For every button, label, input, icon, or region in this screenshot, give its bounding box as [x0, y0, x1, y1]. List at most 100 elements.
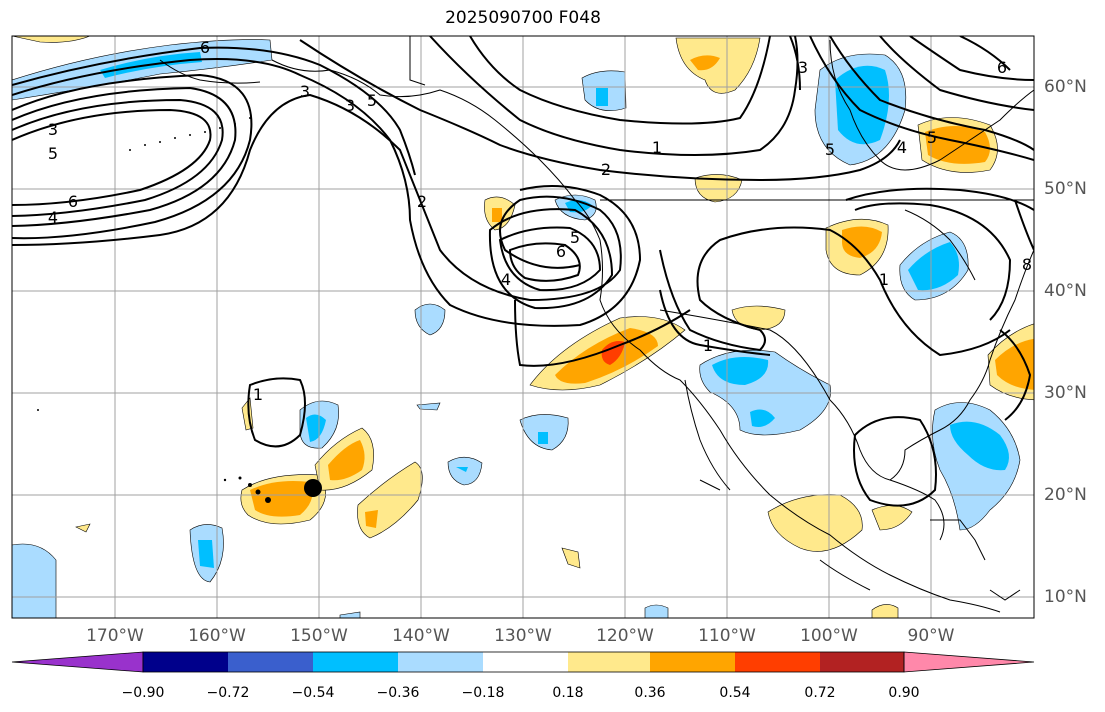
anomaly-orange	[365, 510, 378, 528]
lon-label-110w: 110°W	[698, 626, 756, 646]
anomaly-orange	[842, 226, 882, 258]
anomaly-yellow	[767, 494, 863, 552]
point-marker	[304, 479, 322, 497]
graticule	[12, 36, 1034, 618]
contour-label: 8	[1022, 255, 1032, 274]
colorbar-tick-label: 0.72	[804, 685, 836, 701]
colorbar-bin	[143, 652, 228, 672]
lat-label-50n: 50°N	[1044, 179, 1087, 199]
contour-lines	[12, 36, 1034, 507]
anomaly-yellow	[75, 523, 91, 533]
contour-label: 3	[798, 58, 808, 77]
islands	[37, 117, 271, 503]
colorbar-tick-label: −0.54	[291, 685, 335, 701]
colorbar-bin	[820, 652, 904, 672]
lat-label-60n: 60°N	[1044, 77, 1087, 97]
contour-label: 4	[897, 138, 907, 157]
contour-label: 4	[501, 270, 511, 289]
lon-label-100w: 100°W	[800, 626, 858, 646]
anomaly-yellow	[675, 37, 761, 94]
anomaly-blue	[712, 356, 769, 385]
colorbar-tick-label: 0.18	[552, 685, 584, 701]
contour-label: 1	[652, 138, 662, 157]
colorbar-tick-label: −0.90	[121, 685, 165, 701]
lon-label-140w: 140°W	[392, 626, 450, 646]
anomaly-orange	[925, 126, 990, 164]
lat-label-30n: 30°N	[1044, 383, 1087, 403]
lon-label-120w: 120°W	[596, 626, 654, 646]
contour-label: 5	[367, 91, 377, 110]
colorbar-tick-label: 0.90	[888, 685, 920, 701]
lon-label-160w: 160°W	[188, 626, 246, 646]
contour-label: 1	[703, 336, 713, 355]
shaded-anomalies	[12, 36, 1034, 618]
anomaly-orange	[250, 481, 313, 517]
contour-label: 5	[927, 128, 937, 147]
contour-label: 4	[48, 208, 58, 227]
colorbar-tick-label: −0.72	[206, 685, 250, 701]
contour-label: 1	[879, 270, 889, 289]
anomaly-yellow	[561, 547, 581, 569]
colorbar-tick-label: −0.36	[376, 685, 420, 701]
anomaly-blue	[306, 414, 326, 442]
contour-label: 3	[48, 120, 58, 139]
contour-label: 1	[253, 385, 263, 404]
contour-label: 5	[48, 144, 58, 163]
plot-frame	[11, 35, 1035, 619]
anomaly-yellow	[339, 611, 361, 618]
lon-label-130w: 130°W	[494, 626, 552, 646]
anomaly-yellow	[871, 604, 899, 618]
anomaly-light-blue	[416, 402, 441, 411]
contour-label: 6	[200, 38, 210, 57]
anomaly-blue	[750, 409, 775, 427]
anomaly-blue	[198, 540, 214, 568]
colorbar-bin	[735, 652, 820, 672]
contour-label: 3	[345, 96, 355, 115]
contour-label: 6	[997, 58, 1007, 77]
anomaly-blue	[538, 432, 548, 444]
anomaly-orange	[690, 55, 720, 71]
anomaly-blue	[596, 88, 608, 106]
lat-label-20n: 20°N	[1044, 485, 1087, 505]
anomaly-yellow	[694, 174, 743, 203]
colorbar-extend-low	[11, 651, 144, 673]
contour-label: 5	[570, 228, 580, 247]
anomaly-light-blue	[644, 604, 669, 618]
anomaly-orange	[492, 208, 502, 222]
anomaly-red	[601, 341, 625, 365]
lon-label-150w: 150°W	[290, 626, 348, 646]
lon-label-90w: 90°W	[907, 626, 955, 646]
anomaly-blue	[835, 65, 889, 145]
colorbar-bin	[313, 652, 398, 672]
map-title: 2025090700 F048	[445, 8, 601, 28]
anomaly-blue	[950, 421, 1009, 471]
lat-label-10n: 10°N	[1044, 587, 1087, 607]
colorbar-bin	[228, 652, 313, 672]
contour-label: 5	[825, 140, 835, 159]
colorbar-tick-label: −0.18	[461, 685, 505, 701]
contour-labels: 6 3 3 5 3 5 6 4 1 2 2 5 6 4 1 1 1 4 5 6 …	[48, 38, 1032, 404]
colorbar-bin	[398, 652, 483, 672]
anomaly-light-blue	[414, 303, 446, 336]
colorbar	[11, 651, 1035, 673]
lon-label-170w: 170°W	[86, 626, 144, 646]
lat-label-40n: 40°N	[1044, 281, 1087, 301]
colorbar-bin	[483, 652, 568, 672]
contour-label: 6	[556, 242, 566, 261]
anomaly-orange	[328, 440, 365, 481]
anomaly-orange	[995, 338, 1034, 390]
anomaly-blue	[456, 467, 468, 472]
coastlines	[159, 36, 1034, 613]
contour-label: 2	[601, 160, 611, 179]
colorbar-bin	[650, 652, 735, 672]
colorbar-tick-label: 0.54	[719, 685, 751, 701]
anomaly-light-blue	[12, 543, 57, 618]
colorbar-tick-label: 0.36	[634, 685, 666, 701]
colorbar-bin	[568, 652, 650, 672]
contour-label: 6	[68, 192, 78, 211]
contour-label: 3	[300, 82, 310, 101]
anomaly-yellow	[871, 505, 913, 531]
anomaly-blue	[908, 242, 959, 291]
contour-label: 2	[417, 192, 427, 211]
